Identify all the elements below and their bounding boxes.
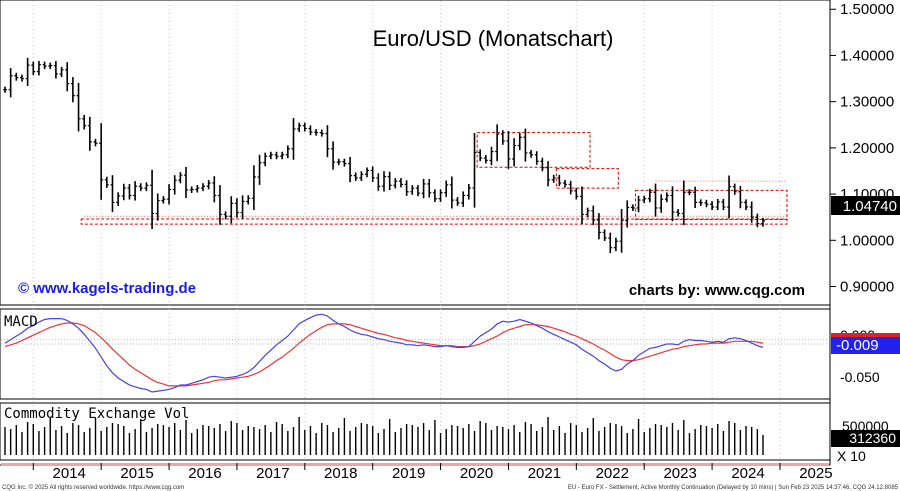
year-label: 2024 [731, 465, 764, 482]
year-label: 2023 [663, 465, 696, 482]
volume-last-label: 312360 [849, 430, 896, 446]
year-label: 2022 [596, 465, 629, 482]
volume-multiplier: X 10 [837, 448, 866, 464]
chart-title: Euro/USD (Monatschart) [373, 26, 614, 51]
footer-left: CQG Inc. © 2025 All rights reserved worl… [2, 484, 184, 491]
macd-signal-line [4, 322, 764, 387]
price-tick-label: 1.50000 [840, 1, 894, 18]
price-tick-label: 1.00000 [840, 232, 894, 249]
price-axis: 1.500001.400001.300001.200001.100001.000… [830, 1, 894, 296]
year-label: 2020 [460, 465, 493, 482]
price-tick-label: 1.30000 [840, 94, 894, 111]
year-label: 2019 [392, 465, 425, 482]
macd-lines [1, 313, 829, 393]
year-axis: 2014 2015 2016 2017 2018 2019 2020 2021 2022 2023… [0, 463, 833, 482]
macd-panel [0, 308, 831, 400]
macd-panel-title: MACD [4, 314, 38, 330]
grid-lines [32, 1, 781, 460]
support-zone-rect [80, 218, 788, 225]
macd-zero-line-marker [831, 333, 900, 338]
volume-last-badge [831, 430, 900, 447]
macd-last-label: -0.009 [836, 337, 879, 354]
time-axis-band [1, 463, 829, 466]
support-zone-rect [476, 132, 591, 168]
price-panel [0, 0, 831, 306]
volume-panel-title: Commodity Exchange Vol [4, 406, 189, 422]
macd-line [4, 313, 764, 393]
price-tick-label: 0.90000 [840, 279, 894, 296]
price-bars [3, 57, 765, 254]
support-zones [80, 132, 788, 225]
last-price-badge [831, 196, 900, 215]
support-zone-rect [635, 189, 788, 221]
volume-bars [4, 417, 764, 455]
price-tick-label: 1.20000 [840, 140, 894, 157]
macd-tick-neg: -0.050 [840, 369, 880, 385]
last-price-label: 1.04740 [843, 198, 897, 215]
price-tick-label: 1.40000 [840, 47, 894, 64]
year-label: 2014 [53, 465, 86, 482]
year-label: 2018 [324, 465, 357, 482]
watermark-left: © www.kagels-trading.de [18, 280, 196, 297]
macd-last-badge [831, 337, 900, 354]
year-label: 2021 [528, 465, 561, 482]
support-zone-rect [555, 168, 619, 189]
year-label: 2025 [799, 465, 832, 482]
volume-panel [0, 402, 831, 461]
year-label: 2015 [120, 465, 153, 482]
watermark-right: charts by: www.cqg.com [629, 282, 805, 299]
footer-right: EU - Euro FX - Settlement, Active Monthl… [568, 485, 899, 491]
year-label: 2016 [188, 465, 221, 482]
year-label: 2017 [256, 465, 289, 482]
